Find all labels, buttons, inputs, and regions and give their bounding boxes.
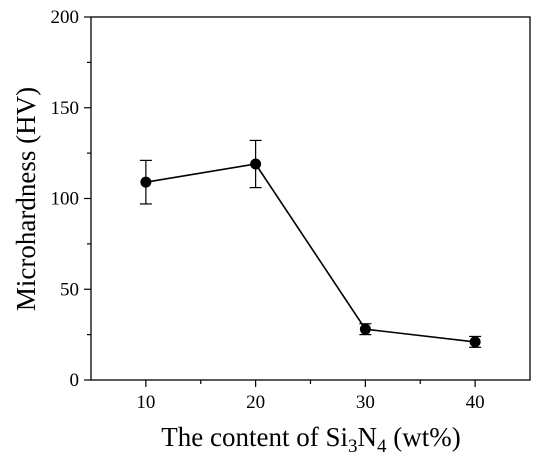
x-tick-label: 30 bbox=[356, 392, 375, 413]
data-point bbox=[469, 336, 481, 348]
series-layer bbox=[139, 139, 482, 348]
data-point bbox=[359, 323, 371, 335]
data-point bbox=[140, 176, 152, 188]
series-line bbox=[145, 163, 476, 343]
x-tick-label: 20 bbox=[246, 392, 265, 413]
x-tick-label: 40 bbox=[466, 392, 485, 413]
y-tick-label: 0 bbox=[70, 370, 80, 391]
x-axis-ticks: 10 20 30 40 bbox=[136, 380, 485, 413]
data-point bbox=[250, 158, 262, 170]
y-tick-label: 100 bbox=[51, 189, 80, 210]
y-tick-label: 50 bbox=[60, 279, 79, 300]
y-axis-title: Microhardness (HV) bbox=[11, 87, 41, 311]
y-tick-label: 200 bbox=[51, 7, 80, 28]
y-tick-label: 150 bbox=[51, 98, 80, 119]
x-tick-label: 10 bbox=[136, 392, 155, 413]
x-axis-title: The content of Si3N4 (wt%) bbox=[161, 422, 460, 456]
y-axis-ticks: 0 50 100 150 200 bbox=[51, 7, 91, 391]
plot-frame bbox=[90, 16, 531, 381]
